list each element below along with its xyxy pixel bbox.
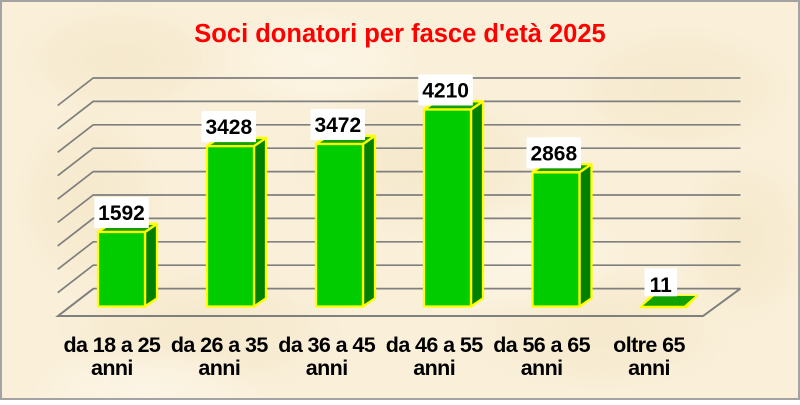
svg-text:11: 11 <box>650 274 673 297</box>
svg-text:da 26 a 35: da 26 a 35 <box>171 333 268 357</box>
svg-text:1592: 1592 <box>98 202 145 225</box>
svg-text:da 56 a 65: da 56 a 65 <box>493 333 590 357</box>
svg-text:anni: anni <box>91 356 133 380</box>
svg-text:anni: anni <box>521 356 563 380</box>
svg-text:da 36 a 45: da 36 a 45 <box>278 333 375 357</box>
svg-text:anni: anni <box>306 356 348 380</box>
svg-text:anni: anni <box>413 356 455 380</box>
svg-text:3428: 3428 <box>205 116 252 139</box>
svg-text:Soci donatori per fasce d'età: Soci donatori per fasce d'età 2025 <box>194 20 605 48</box>
svg-text:da 18 a 25: da 18 a 25 <box>63 333 160 357</box>
svg-text:da 46 a 55: da 46 a 55 <box>386 333 483 357</box>
svg-text:3472: 3472 <box>314 114 361 137</box>
svg-text:4210: 4210 <box>422 80 469 103</box>
svg-text:oltre 65: oltre 65 <box>613 333 685 357</box>
svg-text:anni: anni <box>198 356 240 380</box>
svg-text:2868: 2868 <box>530 142 577 165</box>
svg-text:anni: anni <box>628 356 670 380</box>
